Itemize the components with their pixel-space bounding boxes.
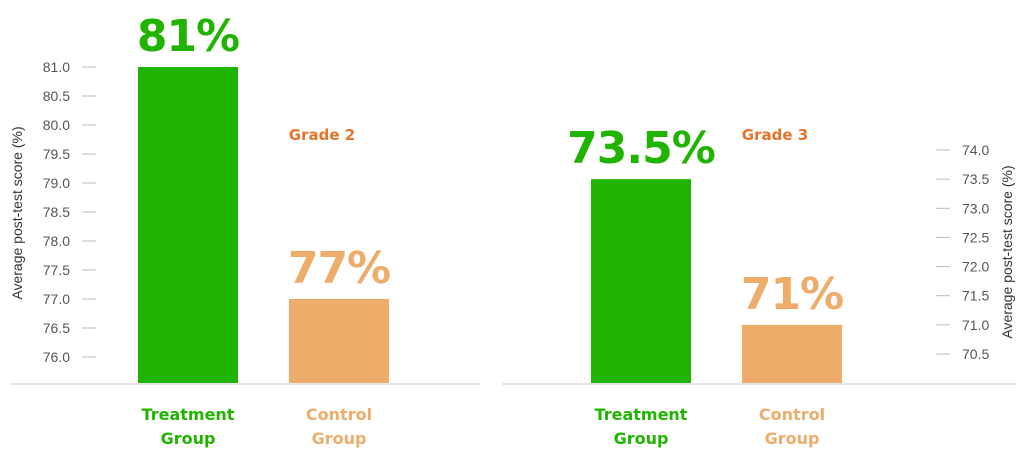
y-tick-label: 78.0 <box>43 233 70 249</box>
category-label: Control <box>759 405 825 424</box>
y-tick-label: 71.5 <box>962 288 989 304</box>
treatment-bar <box>138 67 238 383</box>
y-tick-label: 79.5 <box>43 146 70 162</box>
treatment-bar <box>591 179 691 383</box>
y-axis-title: Average post-test score (%) <box>999 165 1015 338</box>
control-bar <box>289 299 389 383</box>
y-tick-label: 76.5 <box>43 320 70 336</box>
y-tick-label: 73.5 <box>962 171 989 187</box>
y-tick-label: 81.0 <box>43 59 70 75</box>
y-tick-label: 76.0 <box>43 349 70 365</box>
y-tick-label: 78.5 <box>43 204 70 220</box>
category-label: Control <box>306 405 372 424</box>
category-label: Treatment <box>595 405 688 424</box>
y-tick-label: 80.5 <box>43 88 70 104</box>
y-tick-label: 77.0 <box>43 291 70 307</box>
y-axis-title: Average post-test score (%) <box>9 126 25 299</box>
value-label: 71% <box>741 269 843 320</box>
control-bar <box>742 324 842 383</box>
y-tick-label: 72.5 <box>962 229 989 245</box>
y-tick-label: 79.0 <box>43 175 70 191</box>
category-label: Group <box>765 429 820 448</box>
category-label: Treatment <box>142 405 235 424</box>
value-label: 73.5% <box>567 123 715 174</box>
y-tick-label: 72.0 <box>962 259 989 275</box>
y-tick-label: 73.0 <box>962 200 989 216</box>
y-tick-label: 80.0 <box>43 117 70 133</box>
category-label: Group <box>312 429 367 448</box>
y-tick-label: 71.0 <box>962 317 989 333</box>
y-tick-label: 70.5 <box>962 346 989 362</box>
y-tick-label: 74.0 <box>962 142 989 158</box>
category-label: Group <box>614 429 669 448</box>
y-tick-label: 77.5 <box>43 262 70 278</box>
value-label: 81% <box>137 11 239 62</box>
category-label: Group <box>161 429 216 448</box>
panel-title: Grade 3 <box>742 126 808 144</box>
value-label: 77% <box>288 243 390 294</box>
panel-title: Grade 2 <box>289 126 355 144</box>
